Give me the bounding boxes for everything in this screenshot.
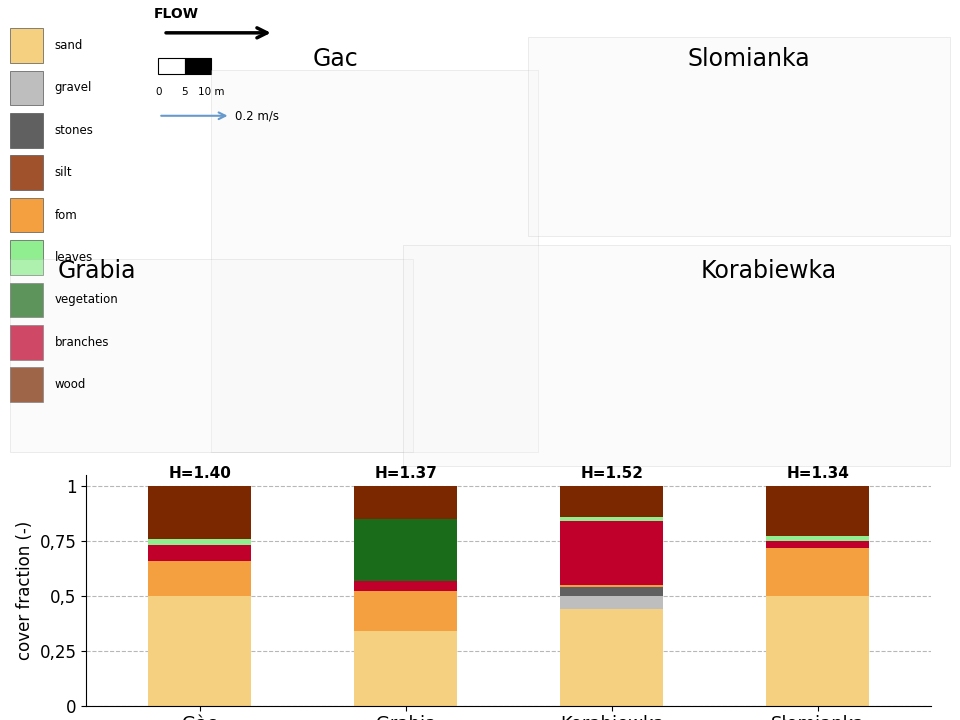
Text: H=1.52: H=1.52: [581, 466, 643, 481]
FancyBboxPatch shape: [211, 70, 538, 452]
Bar: [766, 541, 870, 548]
FancyBboxPatch shape: [528, 37, 950, 235]
Text: sand: sand: [55, 39, 84, 52]
Text: H=1.37: H=1.37: [374, 466, 437, 481]
Bar: [354, 592, 457, 631]
Bar: [766, 548, 870, 596]
Text: stones: stones: [55, 124, 93, 137]
FancyBboxPatch shape: [10, 71, 43, 105]
FancyBboxPatch shape: [403, 245, 950, 466]
Text: H=1.40: H=1.40: [168, 466, 231, 481]
Bar: [561, 609, 663, 706]
Bar: [148, 539, 252, 546]
Text: Korabiewka: Korabiewka: [701, 258, 837, 283]
Bar: [354, 486, 457, 519]
Bar: [148, 486, 252, 539]
Bar: [148, 546, 252, 561]
Bar: [766, 536, 870, 541]
Text: Gac: Gac: [313, 47, 359, 71]
Bar: [354, 519, 457, 580]
Bar: [148, 561, 252, 596]
Bar: [561, 486, 663, 517]
Bar: [354, 631, 457, 706]
Bar: [766, 486, 870, 536]
Bar: [561, 521, 663, 585]
Text: 0.2 m/s: 0.2 m/s: [235, 109, 279, 122]
Text: leaves: leaves: [55, 251, 93, 264]
FancyBboxPatch shape: [10, 156, 43, 190]
Text: FLOW: FLOW: [154, 7, 199, 22]
FancyBboxPatch shape: [10, 28, 43, 63]
Bar: [354, 580, 457, 592]
FancyBboxPatch shape: [10, 258, 413, 452]
FancyBboxPatch shape: [10, 198, 43, 233]
Text: gravel: gravel: [55, 81, 92, 94]
Bar: [561, 517, 663, 521]
FancyBboxPatch shape: [10, 367, 43, 402]
Text: silt: silt: [55, 166, 72, 179]
Bar: [561, 585, 663, 587]
Text: H=1.34: H=1.34: [786, 466, 850, 481]
Text: fom: fom: [55, 209, 78, 222]
FancyBboxPatch shape: [10, 282, 43, 317]
Text: wood: wood: [55, 378, 86, 391]
Text: Grabia: Grabia: [58, 258, 136, 283]
Bar: [766, 596, 870, 706]
Y-axis label: cover fraction (-): cover fraction (-): [16, 521, 35, 660]
FancyBboxPatch shape: [10, 325, 43, 359]
Bar: [148, 596, 252, 706]
Text: vegetation: vegetation: [55, 293, 118, 307]
FancyBboxPatch shape: [10, 113, 43, 148]
Text: 5: 5: [181, 87, 188, 97]
Text: 10 m: 10 m: [198, 87, 225, 97]
Text: Slomianka: Slomianka: [687, 47, 810, 71]
FancyBboxPatch shape: [10, 240, 43, 275]
Text: 0: 0: [156, 87, 161, 97]
Bar: [184, 58, 211, 74]
Bar: [561, 596, 663, 609]
Text: branches: branches: [55, 336, 109, 348]
Bar: [158, 58, 184, 74]
Bar: [561, 587, 663, 596]
